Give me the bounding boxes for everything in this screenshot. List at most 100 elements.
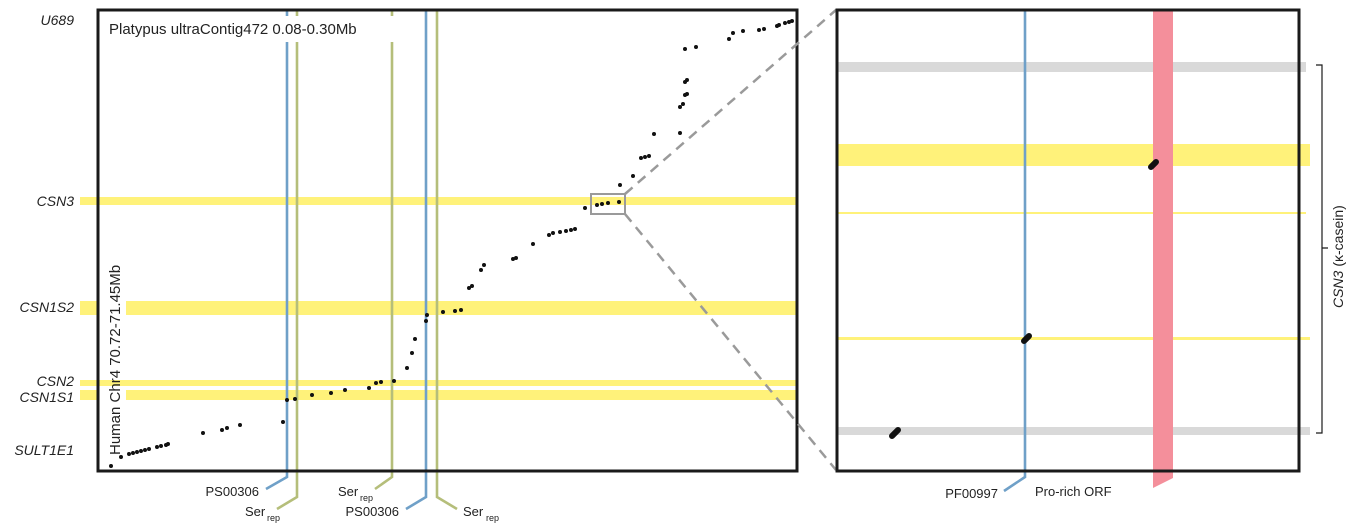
dot-match <box>119 455 123 459</box>
csn3-band <box>80 197 797 205</box>
dot-match <box>147 447 151 451</box>
dot-match <box>731 31 735 35</box>
dot-match <box>694 45 698 49</box>
motif-label-ser-rep-2-sub: rep <box>360 493 373 503</box>
motif-label-pro-rich-orf: Pro-rich ORF <box>1035 484 1112 499</box>
dot-match <box>643 155 647 159</box>
zoom-flank-band-bottom <box>838 427 1310 435</box>
dot-match <box>652 132 656 136</box>
dot-match <box>470 284 474 288</box>
dot-match <box>293 397 297 401</box>
dot-match <box>583 206 587 210</box>
motif-label-ser-rep-1-sub: rep <box>267 513 280 523</box>
zoom-connector-top <box>624 9 837 195</box>
dot-match <box>727 37 731 41</box>
dot-match <box>329 391 333 395</box>
zoom-box <box>590 193 626 215</box>
csn1s2-band-inner <box>126 301 797 315</box>
csn2-band <box>80 380 797 386</box>
ps00306-line-2 <box>405 10 428 511</box>
ser-rep-line-2 <box>374 10 394 491</box>
dot-match <box>564 229 568 233</box>
dot-match <box>685 78 689 82</box>
gene-label-csn1s1: CSN1S1 <box>20 389 74 405</box>
dot-match <box>783 21 787 25</box>
csn3-side-label-gene: CSN3 <box>1330 270 1346 308</box>
y-axis-label: Human Chr4 70.72-71.45Mb <box>107 265 124 455</box>
zoom-flank-band-top <box>838 62 1306 72</box>
zoom-connector-bottom <box>624 213 837 471</box>
zoom-dot-3 <box>1148 159 1159 170</box>
main-panel: Platypus ultraContig472 0.08-0.30Mb Huma… <box>14 8 799 523</box>
gene-label-csn3: CSN3 <box>37 193 75 209</box>
zoom-dots <box>889 159 1159 439</box>
dot-match <box>479 268 483 272</box>
csn3-side-label: CSN3 (κ-casein) <box>1330 205 1346 308</box>
dot-match <box>790 19 794 23</box>
dot-match <box>681 102 685 106</box>
dot-match <box>343 388 347 392</box>
dot-match <box>467 286 471 290</box>
dot-match <box>777 23 781 27</box>
motif-label-ser-rep-1: Ser <box>245 504 266 519</box>
dot-match <box>425 313 429 317</box>
dot-match <box>678 105 682 109</box>
dot-match <box>410 351 414 355</box>
title-background <box>102 16 394 42</box>
dot-match <box>762 27 766 31</box>
gene-label-u689: U689 <box>41 12 75 28</box>
motif-label-ps00306-1: PS00306 <box>206 484 260 499</box>
dot-match <box>678 131 682 135</box>
dot-match <box>617 200 621 204</box>
zoom-panel: CSN3 (κ-casein) PF00997 Pro-rich ORF <box>835 8 1346 501</box>
dot-match <box>392 379 396 383</box>
dot-match <box>551 231 555 235</box>
csn1s1-band <box>80 390 97 400</box>
dot-match <box>159 444 163 448</box>
dot-match <box>143 448 147 452</box>
zoom-panel-frame <box>835 8 1301 473</box>
dot-match <box>310 393 314 397</box>
dot-match <box>220 428 224 432</box>
motif-label-ser-rep-3: Ser <box>463 504 484 519</box>
dot-match <box>639 156 643 160</box>
panel-title: Platypus ultraContig472 0.08-0.30Mb <box>109 21 357 38</box>
ser-rep-line-1 <box>276 10 299 511</box>
zoom-dot-2 <box>1021 333 1032 344</box>
ps00306-line-1 <box>265 10 289 491</box>
dot-match <box>135 450 139 454</box>
dot-match <box>606 201 610 205</box>
motif-label-ser-rep-3-sub: rep <box>486 513 499 523</box>
dotplot-dots <box>109 19 794 468</box>
dot-match <box>441 310 445 314</box>
dot-match <box>757 28 761 32</box>
main-panel-frame <box>96 8 799 473</box>
dot-match <box>573 227 577 231</box>
dot-match <box>139 449 143 453</box>
csn1s1-band-inner <box>126 390 797 400</box>
ser-rep-line-3 <box>435 10 458 511</box>
dot-match <box>558 230 562 234</box>
dot-match <box>631 174 635 178</box>
dot-match <box>453 309 457 313</box>
dot-match <box>131 451 135 455</box>
dot-match <box>741 29 745 33</box>
dot-match <box>413 337 417 341</box>
dot-match <box>482 263 486 267</box>
dot-match <box>285 398 289 402</box>
dot-match <box>109 464 113 468</box>
dot-match <box>595 203 599 207</box>
dot-match <box>685 92 689 96</box>
dot-match <box>547 233 551 237</box>
zoom-csn3-band <box>838 144 1310 166</box>
dot-match <box>459 308 463 312</box>
dot-match <box>155 445 159 449</box>
dot-match <box>367 386 371 390</box>
dot-match <box>683 47 687 51</box>
csn3-bracket <box>1316 64 1328 434</box>
dot-match <box>618 183 622 187</box>
dot-match <box>424 319 428 323</box>
motif-label-pf00997: PF00997 <box>945 486 998 501</box>
motif-label-ser-rep-2: Ser <box>338 484 359 499</box>
